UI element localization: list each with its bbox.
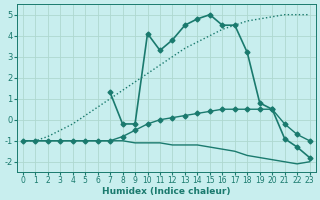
X-axis label: Humidex (Indice chaleur): Humidex (Indice chaleur) <box>102 187 230 196</box>
